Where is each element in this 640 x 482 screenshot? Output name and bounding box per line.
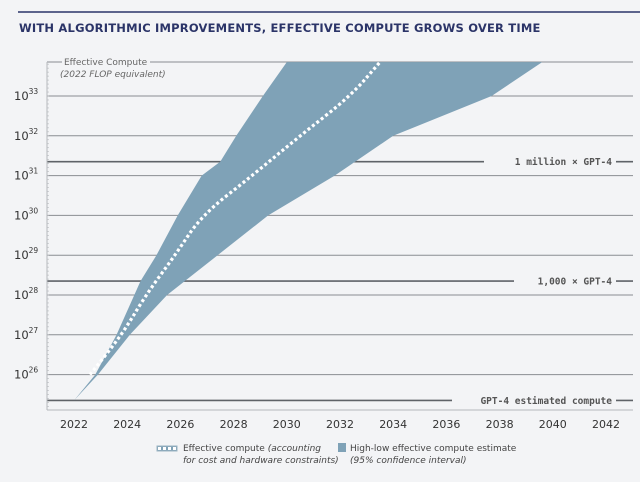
x-tick-label: 2032	[326, 418, 354, 431]
y-tick-label: 1026	[14, 366, 38, 382]
y-tick-exponent: 33	[29, 87, 39, 96]
reference-line-label: 1,000 × GPT-4	[538, 277, 613, 288]
y-tick-exponent: 27	[29, 326, 39, 335]
reference-line-label: 1 million × GPT-4	[515, 157, 613, 168]
y-tick-base: 10	[14, 208, 29, 222]
legend-effective-compute-label: Effective compute	[183, 444, 265, 454]
x-tick-label: 2034	[379, 418, 407, 431]
y-tick-base: 10	[14, 129, 29, 143]
legend: Effective compute (accounting for cost a…	[156, 443, 517, 466]
legend-band-label: High-low effective compute estimate	[350, 444, 517, 454]
y-tick-exponent: 28	[29, 286, 39, 295]
legend-band-swatch	[338, 443, 346, 452]
y-tick-base: 10	[14, 368, 29, 382]
y-tick-label: 1032	[14, 127, 38, 143]
y-tick-label: 1029	[14, 246, 38, 262]
y-tick-base: 10	[14, 248, 29, 262]
chart-title: WITH ALGORITHMIC IMPROVEMENTS, EFFECTIVE…	[19, 21, 541, 35]
x-tick-label: 2022	[60, 418, 88, 431]
y-tick-base: 10	[14, 169, 29, 183]
y-axis-title: Effective Compute	[64, 58, 148, 68]
y-tick-exponent: 29	[29, 246, 39, 255]
svg-text:Effective compute (accounting: Effective compute (accounting	[183, 444, 321, 454]
y-tick-exponent: 30	[29, 206, 39, 215]
y-tick-label: 1033	[14, 87, 38, 103]
x-tick-label: 2026	[166, 418, 194, 431]
y-tick-label: 1030	[14, 206, 38, 222]
y-tick-base: 10	[14, 288, 29, 302]
legend-effective-compute-italic: (accounting	[268, 444, 322, 454]
y-tick-label: 1031	[14, 167, 38, 183]
y-axis-subtitle: (2022 FLOP equivalent)	[60, 70, 166, 80]
effective-compute-line	[88, 61, 382, 376]
legend-effective-compute-line2: for cost and hardware constraints)	[183, 456, 339, 466]
reference-line-label: GPT-4 estimated compute	[480, 396, 612, 407]
x-tick-label: 2038	[486, 418, 514, 431]
legend-dotted-swatch	[156, 445, 178, 452]
y-tick-exponent: 31	[29, 167, 39, 176]
y-tick-exponent: 32	[29, 127, 39, 136]
x-tick-label: 2040	[539, 418, 567, 431]
x-tick-label: 2036	[432, 418, 460, 431]
y-tick-label: 1028	[14, 286, 38, 302]
y-tick-base: 10	[14, 89, 29, 103]
y-tick-label: 1027	[14, 326, 38, 342]
confidence-band	[74, 62, 543, 401]
legend-band-line2: (95% confidence interval)	[350, 456, 466, 466]
y-tick-base: 10	[14, 328, 29, 342]
x-tick-label: 2042	[592, 418, 620, 431]
y-tick-exponent: 26	[29, 366, 39, 375]
x-tick-label: 2024	[113, 418, 141, 431]
x-tick-label: 2028	[220, 418, 248, 431]
x-tick-label: 2030	[273, 418, 301, 431]
